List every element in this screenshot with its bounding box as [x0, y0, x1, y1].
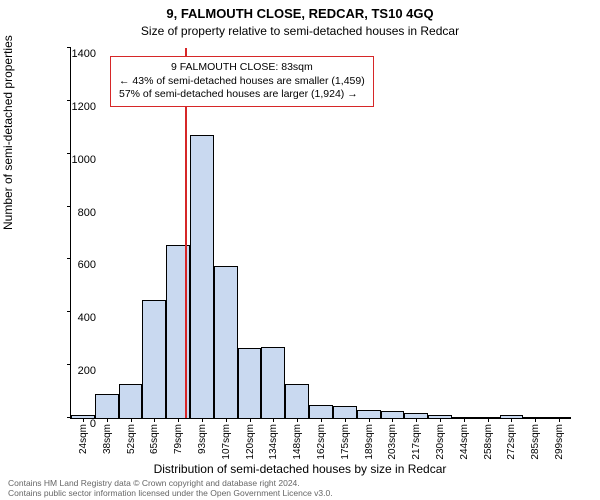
x-tick-label: 120sqm: [245, 424, 256, 464]
histogram-bar: [214, 266, 238, 418]
x-tick-mark: [369, 418, 370, 422]
histogram-bar: [381, 411, 405, 418]
histogram-bar: [309, 405, 333, 418]
annotation-line: 9 FALMOUTH CLOSE: 83sqm: [119, 61, 365, 75]
x-tick-mark: [345, 418, 346, 422]
x-tick-mark: [131, 418, 132, 422]
y-tick-label: 1000: [56, 154, 96, 166]
y-tick-label: 1400: [56, 48, 96, 60]
chart-title-sub: Size of property relative to semi-detach…: [0, 24, 600, 38]
x-tick-mark: [559, 418, 560, 422]
x-tick-label: 217sqm: [411, 424, 422, 464]
x-tick-mark: [107, 418, 108, 422]
annotation-line: ← 43% of semi-detached houses are smalle…: [119, 75, 365, 89]
y-tick-label: 800: [56, 207, 96, 219]
chart-container: 9, FALMOUTH CLOSE, REDCAR, TS10 4GQ Size…: [0, 0, 600, 500]
x-tick-label: 79sqm: [173, 424, 184, 464]
y-tick-label: 600: [56, 259, 96, 271]
x-tick-mark: [202, 418, 203, 422]
x-tick-label: 134sqm: [268, 424, 279, 464]
x-tick-label: 107sqm: [221, 424, 232, 464]
x-tick-mark: [464, 418, 465, 422]
x-tick-mark: [178, 418, 179, 422]
x-tick-label: 258sqm: [483, 424, 494, 464]
y-tick-label: 200: [56, 365, 96, 377]
x-axis-label: Distribution of semi-detached houses by …: [0, 462, 600, 476]
x-tick-label: 38sqm: [102, 424, 113, 464]
histogram-bar: [142, 300, 166, 418]
x-tick-mark: [273, 418, 274, 422]
x-tick-label: 272sqm: [506, 424, 517, 464]
x-tick-label: 230sqm: [435, 424, 446, 464]
histogram-bar: [119, 384, 143, 418]
x-tick-label: 175sqm: [340, 424, 351, 464]
histogram-bar: [238, 348, 262, 418]
footer-line-2: Contains public sector information licen…: [8, 489, 333, 498]
x-tick-label: 52sqm: [126, 424, 137, 464]
annotation-line: 57% of semi-detached houses are larger (…: [119, 88, 365, 102]
y-axis-label: Number of semi-detached properties: [1, 35, 15, 230]
x-tick-mark: [226, 418, 227, 422]
histogram-bar: [333, 406, 357, 418]
y-tick-label: 0: [56, 418, 96, 430]
histogram-bar: [190, 135, 214, 418]
x-tick-mark: [297, 418, 298, 422]
x-tick-label: 65sqm: [149, 424, 160, 464]
x-tick-mark: [488, 418, 489, 422]
x-tick-label: 299sqm: [554, 424, 565, 464]
x-tick-mark: [440, 418, 441, 422]
x-tick-label: 162sqm: [316, 424, 327, 464]
x-tick-label: 189sqm: [364, 424, 375, 464]
histogram-bar: [95, 394, 119, 418]
x-tick-mark: [392, 418, 393, 422]
x-tick-mark: [154, 418, 155, 422]
x-tick-label: 244sqm: [459, 424, 470, 464]
x-tick-mark: [535, 418, 536, 422]
x-tick-label: 93sqm: [197, 424, 208, 464]
y-tick-label: 1200: [56, 101, 96, 113]
x-tick-label: 148sqm: [292, 424, 303, 464]
annotation-box: 9 FALMOUTH CLOSE: 83sqm← 43% of semi-det…: [110, 56, 374, 107]
x-tick-label: 285sqm: [530, 424, 541, 464]
x-tick-label: 24sqm: [78, 424, 89, 464]
chart-title-main: 9, FALMOUTH CLOSE, REDCAR, TS10 4GQ: [0, 6, 600, 21]
histogram-bar: [357, 410, 381, 418]
footer-attribution: Contains HM Land Registry data © Crown c…: [8, 479, 333, 498]
x-tick-mark: [511, 418, 512, 422]
histogram-bar: [261, 347, 285, 418]
histogram-bar: [285, 384, 309, 418]
x-tick-mark: [250, 418, 251, 422]
x-tick-label: 203sqm: [387, 424, 398, 464]
y-tick-label: 400: [56, 312, 96, 324]
x-tick-mark: [321, 418, 322, 422]
x-tick-mark: [416, 418, 417, 422]
